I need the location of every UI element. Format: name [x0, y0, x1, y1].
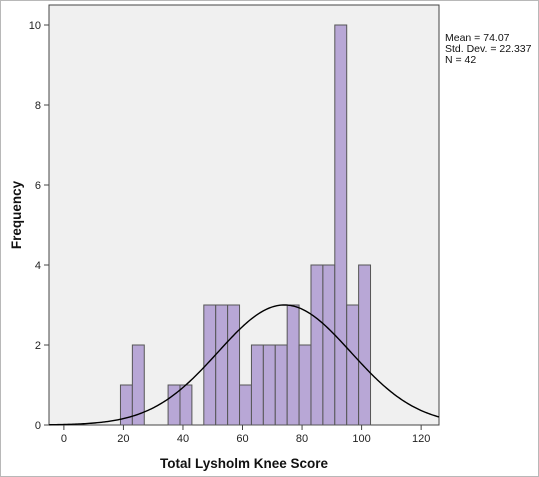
stats-mean: Mean = 74.07 [445, 32, 510, 44]
bars-group [119, 24, 372, 426]
histogram-bar-14 [322, 264, 336, 426]
y-axis-title: Frequency [9, 180, 24, 249]
histogram-bar-5 [215, 304, 229, 426]
x-tick-label-3: 60 [236, 433, 248, 445]
histogram-bar-15 [334, 24, 348, 426]
histogram-bar-17 [358, 264, 372, 426]
stats-std-dev: Std. Dev. = 22.337 [445, 43, 532, 55]
histogram-bar-9 [262, 344, 276, 426]
normal-curve [48, 304, 440, 426]
x-tick-label-4: 80 [296, 433, 308, 445]
y-tick-label-0: 0 [35, 420, 41, 432]
histogram-bar-8 [250, 344, 264, 426]
x-tick-label-0: 0 [61, 433, 67, 445]
y-tick-label-2: 4 [35, 260, 41, 272]
histogram-bar-12 [298, 344, 312, 426]
x-tick-label-2: 40 [177, 433, 189, 445]
histogram-bar-10 [274, 344, 288, 426]
histogram-bar-7 [239, 384, 252, 426]
histogram-bar-1 [131, 344, 145, 426]
histogram-bar-6 [227, 304, 241, 426]
x-tick-label-1: 20 [117, 433, 129, 445]
plot-area [48, 4, 440, 426]
x-axis-title: Total Lysholm Knee Score [160, 456, 329, 471]
histogram-bar-11 [286, 304, 300, 426]
y-tick-label-5: 10 [29, 20, 41, 32]
histogram-bar-13 [310, 264, 324, 426]
y-tick-label-1: 2 [35, 340, 41, 352]
y-tick-label-4: 8 [35, 100, 41, 112]
x-tick-label-6: 120 [412, 433, 430, 445]
histogram-bar-3 [179, 384, 193, 426]
stats-n: N = 42 [445, 54, 477, 66]
y-tick-label-3: 6 [35, 180, 41, 192]
axes-group: 0 20 40 60 80 100 120 0 2 4 6 8 10 [29, 20, 431, 445]
histogram-bar-16 [346, 304, 360, 426]
x-tick-label-5: 100 [352, 433, 370, 445]
